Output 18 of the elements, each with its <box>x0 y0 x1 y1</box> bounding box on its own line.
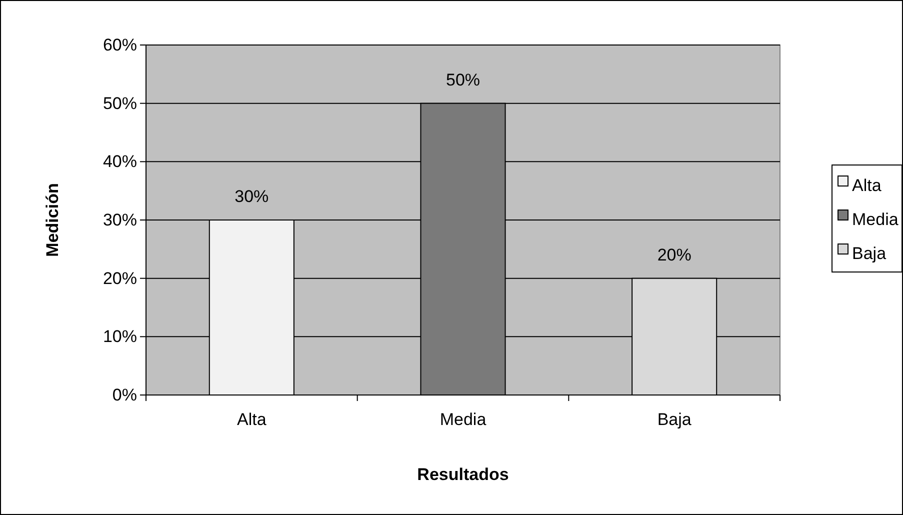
y-tick-label: 40% <box>102 152 137 172</box>
y-tick-label: 0% <box>112 385 137 404</box>
x-tick-label: Baja <box>657 410 692 430</box>
x-tick-label: Alta <box>237 410 267 430</box>
x-axis-title: Resultados <box>417 465 509 484</box>
y-tick-label: 50% <box>102 94 137 113</box>
data-label: 50% <box>446 70 480 90</box>
x-tick-label: Media <box>440 410 487 430</box>
y-tick-label: 10% <box>102 327 137 346</box>
data-label: 30% <box>234 187 269 206</box>
y-tick-label: 20% <box>102 268 137 288</box>
y-tick-label: 30% <box>102 210 137 230</box>
y-axis-title: Medición <box>43 183 62 257</box>
legend-label: Baja <box>852 244 887 264</box>
data-label: 20% <box>657 245 692 264</box>
legend-label: Alta <box>852 176 882 196</box>
legend-label: Media <box>852 210 899 230</box>
y-tick-label: 60% <box>102 35 137 54</box>
